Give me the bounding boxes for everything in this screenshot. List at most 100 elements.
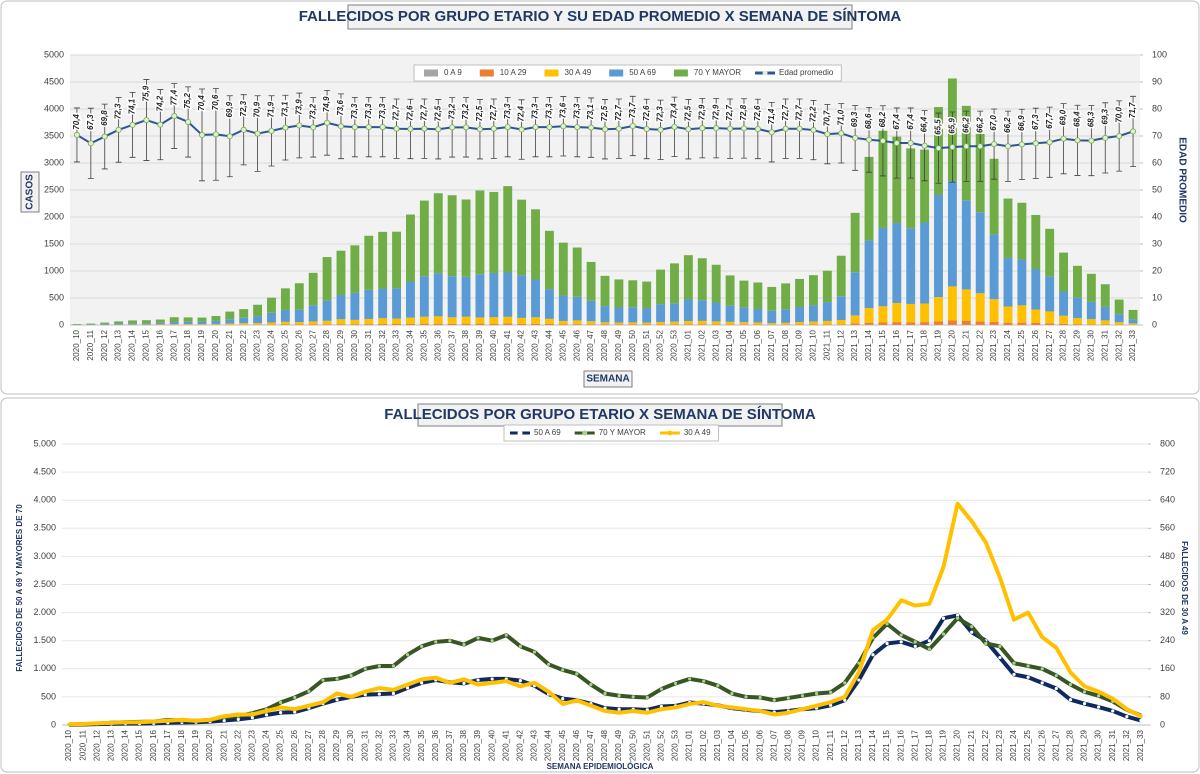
bar-segment [683, 255, 693, 300]
x-tick-label: 2021_12 [836, 329, 845, 361]
bar-segment [419, 276, 429, 317]
x-tick-label: 2020_45 [558, 729, 567, 761]
line-marker [702, 700, 706, 704]
bar-segment [586, 321, 596, 325]
bar-segment [169, 324, 179, 325]
bar-segment [725, 305, 735, 322]
line-marker [532, 650, 537, 654]
bar-segment [878, 227, 888, 307]
bar-segment [1003, 322, 1013, 325]
bar-segment [294, 322, 304, 325]
x-tick-label: 2021_29 [1073, 329, 1082, 361]
x-tick-label: 2020_14 [121, 729, 130, 761]
data-label: 72,3 [656, 106, 665, 122]
bar-segment [683, 321, 693, 325]
x-tick-label: 2020_33 [392, 329, 401, 361]
line-marker [657, 126, 664, 133]
line-marker [1054, 646, 1058, 650]
line-marker [970, 630, 974, 634]
line-marker [913, 603, 917, 608]
bar-segment [836, 296, 846, 320]
bar-segment [336, 250, 346, 295]
bar-segment [155, 322, 165, 325]
x-tick-label: 2020_41 [501, 729, 510, 761]
y2-tick-label: 20 [1152, 265, 1162, 275]
line-marker [1012, 618, 1016, 622]
line-marker [740, 125, 747, 132]
line-marker [157, 121, 164, 128]
bar-segment [656, 269, 666, 305]
bar-segment [600, 275, 610, 307]
line-marker [546, 662, 551, 666]
line-marker [490, 681, 494, 685]
bar-segment [628, 307, 638, 323]
bar-segment [239, 309, 249, 318]
x-tick-label: 2021_30 [1094, 729, 1103, 761]
bar-segment [280, 309, 290, 322]
data-label: 72,2 [809, 106, 818, 122]
line-marker [589, 704, 593, 708]
bar-segment [670, 324, 679, 325]
line-marker [1130, 128, 1137, 135]
data-label: 72,6 [642, 105, 651, 121]
y2-axis-title: FALLECIDOS DE 30 A 49 [1180, 541, 1189, 635]
bar-segment [239, 317, 249, 324]
bar-segment [1003, 257, 1013, 307]
x-tick-label: 2020_41 [503, 329, 512, 361]
x-tick-label: 2021_18 [924, 729, 933, 761]
x-tick-label: 2021_07 [769, 729, 778, 761]
x-tick-label: 2020_27 [308, 329, 317, 361]
x-tick-label: 2020_12 [92, 729, 101, 761]
line-marker [307, 689, 311, 693]
line-marker [268, 127, 275, 134]
x-tick-label: 2020_27 [304, 729, 313, 761]
line-marker [829, 703, 833, 707]
y-tick-label: 2.000 [33, 607, 56, 617]
bar-segment [864, 322, 874, 325]
line-marker [1097, 705, 1101, 709]
x-tick-label: 2021_13 [850, 329, 859, 361]
line-marker [194, 719, 198, 723]
line-marker [226, 133, 233, 140]
y2-tick-label: 560 [1160, 523, 1175, 533]
x-tick-label: 2021_17 [906, 329, 915, 361]
x-tick-label: 2021_06 [755, 729, 764, 761]
bar-segment [808, 305, 818, 322]
bar-segment [822, 270, 832, 303]
line-marker [645, 711, 649, 715]
bar-segment [406, 323, 415, 325]
bar-segment [572, 324, 582, 325]
data-label: 73,3 [378, 103, 387, 119]
x-tick-label: 2020_17 [169, 329, 178, 361]
line-marker [448, 639, 452, 643]
bar-segment [308, 321, 318, 325]
line-marker [941, 632, 946, 636]
line-marker [532, 681, 537, 685]
bar-segment [419, 200, 429, 277]
x-tick-label: 2020_18 [183, 329, 192, 361]
line-marker [899, 640, 903, 644]
x-tick-label: 2021_01 [685, 729, 694, 761]
line-marker [727, 125, 734, 132]
line-marker [349, 673, 353, 678]
bar-segment [392, 288, 402, 319]
data-label: 73,6 [336, 100, 345, 116]
line-marker [180, 718, 184, 722]
legend-swatch [544, 69, 559, 77]
line-marker [688, 677, 692, 681]
data-label: 67,4 [906, 114, 915, 130]
bar-segment [961, 320, 971, 325]
bar-segment [378, 231, 388, 289]
x-tick-label: 2020_43 [531, 329, 540, 361]
bar-segment [253, 316, 263, 324]
line-marker [673, 705, 678, 710]
bar-segment [1100, 320, 1110, 325]
line-marker [279, 700, 283, 705]
bar-segment [614, 322, 624, 325]
bar-segment [961, 289, 971, 321]
x-tick-label: 2020_11 [86, 329, 95, 360]
line-marker [1111, 697, 1115, 701]
bar-segment [836, 255, 846, 297]
line-marker [829, 690, 833, 695]
bar-segment [72, 324, 82, 325]
